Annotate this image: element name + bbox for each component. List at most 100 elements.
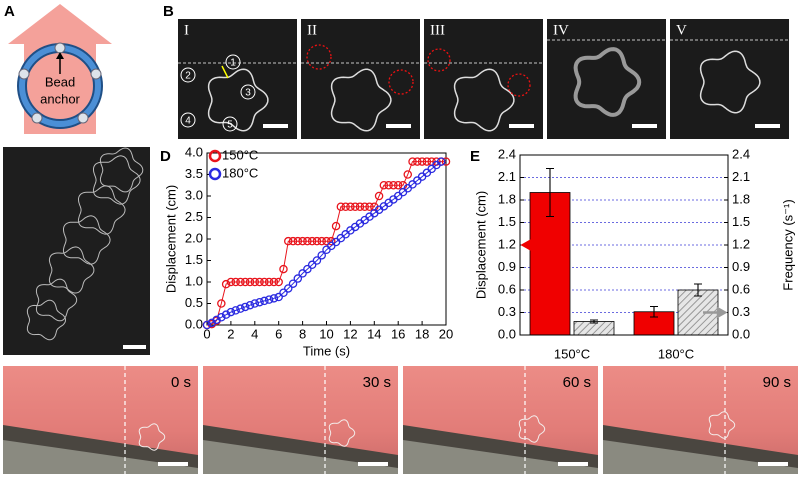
frame-label: III (430, 22, 445, 38)
data-point (250, 299, 260, 308)
data-point (226, 307, 236, 317)
data-point (260, 277, 269, 287)
marker-number: 3 (245, 88, 251, 99)
data-point (250, 277, 260, 287)
x-tick-label: 0 (203, 326, 210, 341)
data-point (441, 157, 451, 166)
data-point (312, 256, 322, 265)
photo-surface (403, 440, 598, 474)
micrograph (670, 19, 789, 139)
error-bar (590, 319, 598, 324)
data-point (212, 315, 221, 325)
scale-bar (758, 462, 788, 466)
data-point (269, 294, 279, 303)
frame-label: II (307, 22, 317, 38)
scale-bar (358, 462, 388, 466)
data-point (236, 277, 245, 287)
data-point (284, 236, 293, 246)
time-label: 0 s (171, 374, 191, 391)
x-tick-label: 14 (367, 326, 381, 341)
data-point (322, 236, 331, 246)
photo-surface (3, 440, 198, 474)
robot-outline (328, 419, 356, 447)
y-tick-label: 3.0 (185, 187, 203, 202)
time-label: 30 s (363, 374, 391, 391)
panel-label: A (4, 3, 15, 20)
data-point (298, 269, 307, 278)
highlight-circle (306, 44, 332, 70)
y2-tick-label: 0.3 (732, 304, 750, 319)
robot-outline (99, 147, 144, 193)
y-tick-label: 2.1 (498, 169, 516, 184)
data-point (307, 236, 317, 246)
data-point (317, 236, 326, 246)
data-point (312, 236, 322, 246)
data-point (269, 277, 279, 287)
x-tick-label: 18 (415, 326, 429, 341)
data-point (374, 191, 384, 201)
data-point (274, 277, 283, 287)
marker-circle (222, 116, 238, 132)
data-point (255, 277, 264, 287)
marker-circle (180, 112, 196, 128)
data-point (403, 170, 413, 179)
data-point (255, 297, 264, 307)
data-point (365, 202, 374, 211)
data-point (231, 277, 240, 287)
x-tick-label: 20 (439, 326, 453, 341)
data-point (279, 288, 288, 297)
x-tick-label: 8 (299, 326, 306, 341)
data-point (288, 279, 298, 288)
robot-outline (708, 411, 736, 439)
y2-tick-label: 2.1 (732, 169, 750, 184)
x-tick-label: 150°C (554, 346, 590, 361)
y2-axis-label: Frequency (s⁻¹) (780, 199, 795, 290)
y-tick-label: 1.0 (185, 273, 203, 288)
data-point (336, 202, 346, 211)
y-tick-label: 0.0 (498, 326, 516, 341)
data-point (303, 264, 312, 274)
data-point (303, 236, 312, 246)
y-tick-label: 0.0 (185, 316, 203, 331)
y-axis-label: Displacement (cm) (473, 191, 488, 299)
data-point (274, 292, 283, 302)
y2-tick-label: 1.8 (732, 191, 750, 206)
data-point (245, 300, 255, 310)
robot-outline (573, 47, 642, 117)
data-point (288, 236, 298, 246)
robot-outline (35, 278, 78, 322)
marker-circle (180, 67, 196, 83)
micrograph (547, 19, 666, 139)
y2-tick-label: 1.2 (732, 236, 750, 251)
data-point (413, 157, 422, 166)
frame-label: I (184, 22, 189, 38)
frame-label: V (676, 22, 687, 38)
y-tick-label: 2.4 (498, 146, 516, 161)
y-tick-label: 0.6 (498, 281, 516, 296)
y-tick-label: 1.5 (498, 214, 516, 229)
micrograph (3, 147, 150, 355)
highlight-circle (427, 48, 451, 72)
data-point (298, 236, 307, 246)
data-point (346, 202, 355, 211)
panel-label: B (163, 3, 174, 20)
robot-outline (453, 68, 515, 132)
micrograph (424, 19, 543, 139)
y2-tick-label: 0.0 (732, 326, 750, 341)
robot-outline (77, 185, 126, 235)
bead-anchor-diagram (8, 4, 112, 134)
data-point (240, 277, 250, 287)
panel-label: D (160, 148, 171, 165)
axis-arrow (703, 306, 728, 319)
marker-number: 2 (185, 71, 191, 82)
data-point (393, 180, 403, 190)
scale-bar (158, 462, 188, 466)
data-point (384, 180, 393, 190)
y-tick-label: 1.2 (498, 236, 516, 251)
scale-bar (558, 462, 588, 466)
x-axis-label: Time (s) (303, 343, 350, 358)
robot-outline (92, 155, 141, 205)
scale-bar (755, 124, 780, 128)
data-point (293, 236, 303, 246)
